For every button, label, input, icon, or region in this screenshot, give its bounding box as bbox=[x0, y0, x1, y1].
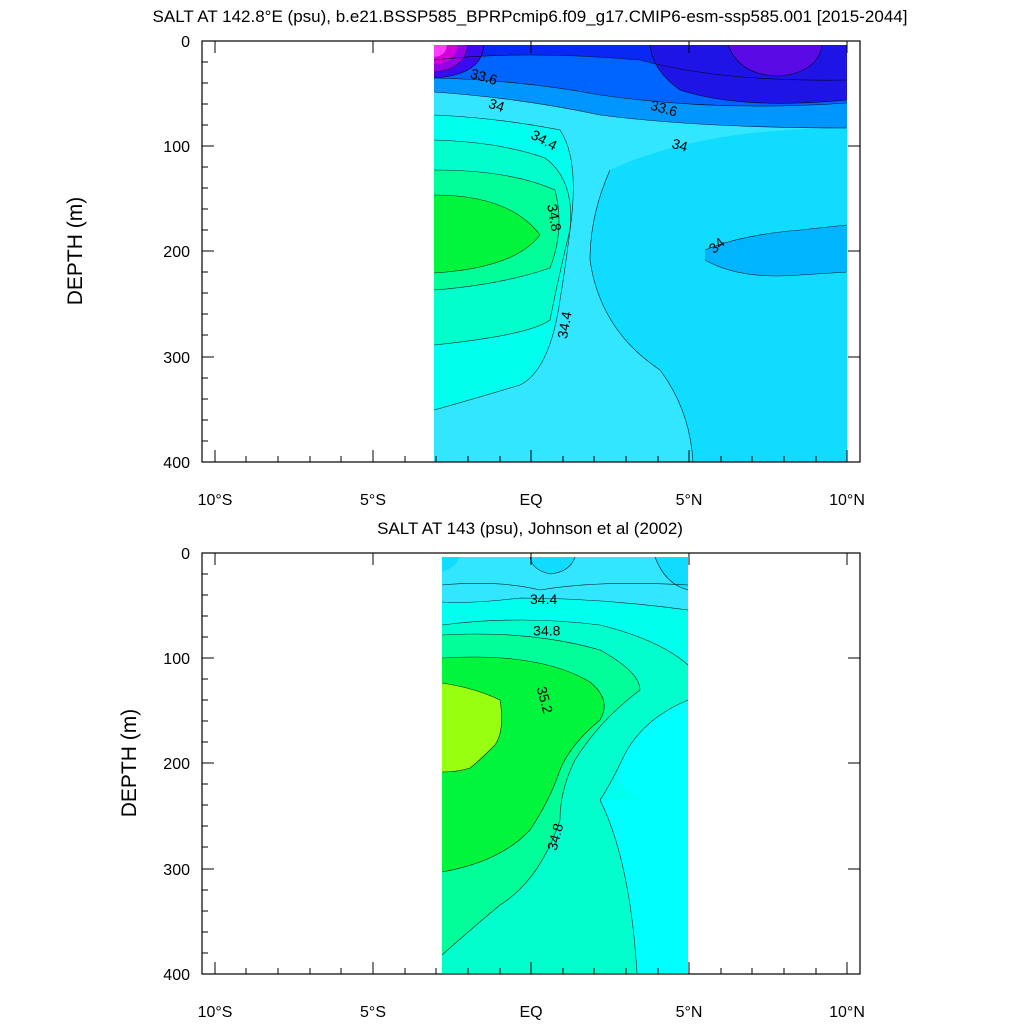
bottom-contour-label: 34.4 bbox=[530, 591, 557, 607]
bottom-ytick-2: 200 bbox=[163, 756, 190, 773]
top-xtick-0: 10°S bbox=[198, 492, 233, 509]
bottom-filled-contours bbox=[442, 557, 688, 973]
top-x-tick-labels: 10°S 5°S EQ 5°N 10°N bbox=[198, 492, 865, 509]
bottom-contour-label: 34.8 bbox=[544, 821, 567, 852]
top-ytick-1: 100 bbox=[163, 139, 190, 156]
bottom-contour-label: 34.8 bbox=[533, 623, 560, 639]
top-ticks bbox=[202, 41, 860, 462]
panel-bottom: SALT AT 143 (psu), Johnson et al (2002) bbox=[118, 519, 865, 1021]
top-y-axis-label: DEPTH (m) bbox=[64, 197, 87, 306]
bottom-xtick-4: 10°N bbox=[829, 1004, 865, 1021]
top-contour-label: 34 bbox=[487, 95, 507, 115]
top-ytick-4: 400 bbox=[163, 455, 190, 472]
bottom-contour-lines bbox=[441, 556, 689, 974]
top-contour-label: 34.4 bbox=[554, 310, 575, 340]
top-xtick-2: EQ bbox=[519, 492, 542, 509]
top-contour-label: 34 bbox=[670, 135, 690, 155]
bottom-ytick-1: 100 bbox=[163, 651, 190, 668]
bottom-ytick-0: 0 bbox=[181, 546, 190, 563]
top-xtick-3: 5°N bbox=[676, 492, 703, 509]
bottom-ticks bbox=[202, 553, 860, 974]
bottom-xtick-1: 5°S bbox=[360, 1004, 386, 1021]
bottom-title: SALT AT 143 (psu), Johnson et al (2002) bbox=[377, 519, 683, 538]
top-filled-contours bbox=[434, 45, 847, 462]
top-ytick-3: 300 bbox=[163, 350, 190, 367]
top-contour-label: 33.6 bbox=[469, 65, 500, 88]
top-y-tick-labels: 0 100 200 300 400 bbox=[163, 34, 190, 472]
top-contour-label: 34.8 bbox=[544, 203, 565, 233]
bottom-y-tick-labels: 0 100 200 300 400 bbox=[163, 546, 190, 984]
top-ytick-0: 0 bbox=[181, 34, 190, 51]
top-contour-label: 33.6 bbox=[649, 97, 680, 120]
top-xtick-4: 10°N bbox=[829, 492, 865, 509]
bottom-xtick-0: 10°S bbox=[198, 1004, 233, 1021]
bottom-y-axis-label: DEPTH (m) bbox=[118, 709, 141, 818]
top-contour-lines bbox=[433, 44, 848, 463]
bottom-contour-label: 35.2 bbox=[534, 685, 557, 716]
top-ytick-2: 200 bbox=[163, 244, 190, 261]
bottom-ytick-4: 400 bbox=[163, 967, 190, 984]
bottom-x-tick-labels: 10°S 5°S EQ 5°N 10°N bbox=[198, 1004, 865, 1021]
top-xtick-1: 5°S bbox=[360, 492, 386, 509]
top-title: SALT AT 142.8°E (psu), b.e21.BSSP585_BPR… bbox=[153, 7, 908, 26]
panel-top: SALT AT 142.8°E (psu), b.e21.BSSP585_BPR… bbox=[64, 7, 907, 509]
bottom-xtick-2: EQ bbox=[519, 1004, 542, 1021]
bottom-xtick-3: 5°N bbox=[676, 1004, 703, 1021]
bottom-ytick-3: 300 bbox=[163, 862, 190, 879]
bottom-contour-labels: 34.4 34.8 35.2 34.8 bbox=[530, 591, 566, 852]
